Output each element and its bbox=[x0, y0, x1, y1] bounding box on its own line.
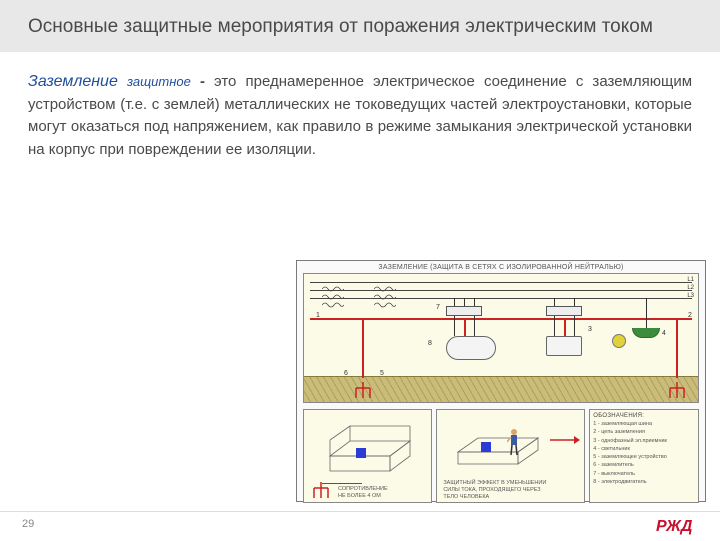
ground-wire bbox=[322, 483, 362, 484]
legend-item: 2 - цепь заземления bbox=[590, 428, 698, 436]
rzd-logo: РЖД bbox=[656, 514, 704, 536]
lamp-shade-icon bbox=[632, 328, 660, 338]
coil-icon bbox=[322, 287, 344, 293]
legend-item: 6 - заземлитель bbox=[590, 461, 698, 469]
callout-5: 5 bbox=[380, 370, 384, 377]
switch-box bbox=[446, 306, 482, 316]
term-sub: защитное bbox=[127, 74, 191, 89]
legend-item: 8 - электродвигатель bbox=[590, 478, 698, 486]
callout-6: 6 bbox=[344, 370, 348, 377]
diagram-title: ЗАЗЕМЛЕНИЕ (ЗАЩИТА В СЕТЯХ С ИЗОЛИРОВАНН… bbox=[297, 261, 705, 273]
effect-caption-2: СИЛЫ ТОКА, ПРОХОДЯЩЕГО ЧЕРЕЗ bbox=[443, 487, 540, 493]
callout-3: 3 bbox=[588, 326, 592, 333]
slide-header: Основные защитные мероприятия от поражен… bbox=[0, 0, 720, 52]
motor-icon bbox=[446, 336, 496, 360]
callout-2: 2 bbox=[688, 312, 692, 319]
callout-1: 1 bbox=[316, 312, 320, 319]
busbar-l3 bbox=[310, 298, 692, 299]
bus-label-l3: L3 bbox=[687, 293, 694, 299]
wire bbox=[554, 316, 555, 336]
ground-electrode-icon bbox=[310, 482, 332, 498]
callout-4: 4 bbox=[662, 330, 666, 337]
switch-box bbox=[546, 306, 582, 316]
coil-icon bbox=[374, 279, 396, 285]
lower-panel-legend: ОБОЗНАЧЕНИЯ: 1 - заземляющая шина 2 - це… bbox=[589, 409, 699, 503]
ground-drop bbox=[464, 318, 466, 338]
legend-item: 1 - заземляющая шина bbox=[590, 420, 698, 428]
lamp-bulb-icon bbox=[612, 334, 626, 348]
lower-panel-effect: ЗАЩИТНЫЙ ЭФФЕКТ В УМЕНЬШЕНИИ СИЛЫ ТОКА, … bbox=[436, 409, 585, 503]
term-main: Заземление bbox=[28, 73, 118, 90]
resistance-caption-1: СОПРОТИВЛЕНИЕ bbox=[338, 486, 388, 492]
grounding-bus bbox=[310, 318, 692, 320]
bus-label-l2: L2 bbox=[687, 285, 694, 291]
wire bbox=[474, 316, 475, 336]
coil-icon bbox=[374, 287, 396, 293]
callout-8: 8 bbox=[428, 340, 432, 347]
busbar-l1 bbox=[310, 282, 692, 283]
wire bbox=[474, 298, 475, 306]
receiver-icon bbox=[546, 336, 582, 356]
slide-title: Основные защитные мероприятия от поражен… bbox=[28, 16, 653, 37]
footer-divider bbox=[0, 511, 720, 512]
diagram-upper-panel: L1 L2 L3 bbox=[303, 273, 699, 403]
lower-panel-resistance: СОПРОТИВЛЕНИЕ НЕ БОЛЕЕ 4 ОМ bbox=[303, 409, 432, 503]
wire bbox=[454, 316, 455, 336]
svg-text:РЖД: РЖД bbox=[656, 518, 693, 535]
device-cube-icon bbox=[356, 448, 366, 458]
callout-7: 7 bbox=[436, 304, 440, 311]
ground-drop bbox=[362, 318, 364, 378]
wire bbox=[554, 298, 555, 306]
wire bbox=[574, 298, 575, 306]
ground-electrode-icon bbox=[666, 382, 688, 398]
device-cube-icon bbox=[481, 442, 491, 452]
ground-drop bbox=[564, 318, 566, 338]
arrow-icon bbox=[550, 430, 580, 450]
wire bbox=[464, 298, 465, 306]
ground-electrode-icon bbox=[352, 382, 374, 398]
legend-item: 3 - однофазный эл.приемник bbox=[590, 437, 698, 445]
legend-item: 4 - светильник bbox=[590, 445, 698, 453]
ground-drop bbox=[676, 318, 678, 378]
wire bbox=[574, 316, 575, 336]
diagram-lower-panels: СОПРОТИВЛЕНИЕ НЕ БОЛЕЕ 4 ОМ bbox=[303, 409, 699, 503]
page-number: 29 bbox=[22, 518, 34, 530]
resistance-caption-2: НЕ БОЛЕЕ 4 ОМ bbox=[338, 493, 381, 499]
definition-paragraph: Заземление защитное - это преднамеренное… bbox=[28, 70, 692, 162]
legend-title: ОБОЗНАЧЕНИЯ: bbox=[590, 410, 698, 420]
legend-item: 7 - выключатель bbox=[590, 470, 698, 478]
coil-icon bbox=[322, 279, 344, 285]
iso-room-icon bbox=[310, 416, 430, 476]
grounding-diagram: ЗАЗЕМЛЕНИЕ (ЗАЩИТА В СЕТЯХ С ИЗОЛИРОВАНН… bbox=[296, 260, 706, 502]
effect-caption-3: ТЕЛО ЧЕЛОВЕКА bbox=[443, 494, 489, 500]
legend-item: 5 - заземляющее устройство bbox=[590, 453, 698, 461]
rzd-logo-icon: РЖД bbox=[656, 514, 704, 536]
wire bbox=[454, 298, 455, 306]
effect-caption-1: ЗАЩИТНЫЙ ЭФФЕКТ В УМЕНЬШЕНИИ bbox=[443, 480, 546, 486]
person-icon bbox=[507, 428, 521, 456]
bus-label-l1: L1 bbox=[687, 277, 694, 283]
busbar-l2 bbox=[310, 290, 692, 291]
slide-content: Заземление защитное - это преднамеренное… bbox=[0, 52, 720, 162]
coil-icon bbox=[322, 295, 344, 301]
wire bbox=[646, 298, 647, 328]
coil-icon bbox=[374, 295, 396, 301]
